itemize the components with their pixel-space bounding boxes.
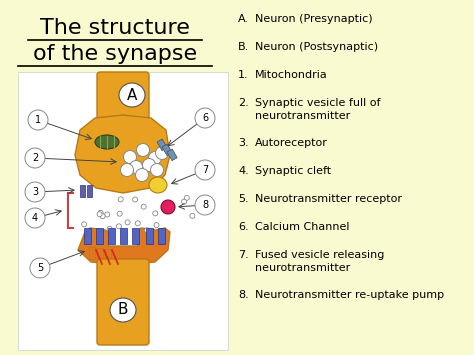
Text: 3: 3 [32,187,38,197]
Ellipse shape [153,211,158,216]
Ellipse shape [120,164,134,176]
Ellipse shape [143,158,155,171]
Text: Neuron (Presynaptic): Neuron (Presynaptic) [255,14,373,24]
Ellipse shape [125,220,130,225]
Ellipse shape [195,195,215,215]
Text: Calcium Channel: Calcium Channel [255,222,349,232]
Text: The structure: The structure [40,18,190,38]
Ellipse shape [155,147,168,159]
Text: B: B [118,302,128,317]
Text: Mitochondria: Mitochondria [255,70,328,80]
Bar [146,228,153,244]
Ellipse shape [145,228,150,233]
Ellipse shape [97,212,102,217]
Text: 3.: 3. [238,138,249,148]
Text: 4: 4 [32,213,38,223]
Bar [105,249,111,257]
Text: 1: 1 [35,115,41,125]
FancyBboxPatch shape [97,72,149,133]
Ellipse shape [118,197,123,202]
Bar [18,72,228,350]
Ellipse shape [105,212,109,217]
Text: Neurotransmitter receptor: Neurotransmitter receptor [255,194,402,204]
Bar [80,185,85,197]
Ellipse shape [133,197,137,202]
Text: B.: B. [238,42,249,52]
Ellipse shape [161,200,175,214]
Ellipse shape [137,143,149,157]
Bar [132,228,139,244]
Text: 2: 2 [32,153,38,163]
Ellipse shape [190,213,195,218]
Ellipse shape [82,222,87,227]
Bar [162,144,172,155]
Text: 8.: 8. [238,290,249,300]
Polygon shape [75,115,170,193]
Ellipse shape [151,164,164,176]
Ellipse shape [136,169,148,181]
Text: 7: 7 [202,165,208,175]
FancyBboxPatch shape [97,259,149,345]
Ellipse shape [95,135,119,149]
Ellipse shape [141,204,146,209]
Text: 4.: 4. [238,166,249,176]
Text: Neuron (Postsynaptic): Neuron (Postsynaptic) [255,42,378,52]
Ellipse shape [110,298,136,322]
Ellipse shape [124,151,137,164]
Ellipse shape [119,83,145,107]
Text: A.: A. [238,14,249,24]
Bar [108,228,115,244]
Ellipse shape [195,160,215,180]
Ellipse shape [184,195,189,200]
Ellipse shape [148,152,162,164]
Ellipse shape [117,224,121,229]
Bar [167,149,177,161]
Text: 1.: 1. [238,70,249,80]
Bar [84,228,91,244]
Text: 2.: 2. [238,98,249,108]
Bar [97,248,103,258]
Ellipse shape [100,214,105,219]
Ellipse shape [30,258,50,278]
Text: 7.: 7. [238,250,249,260]
Bar [158,228,165,244]
Text: 6.: 6. [238,222,249,232]
Ellipse shape [25,208,45,228]
Ellipse shape [165,206,170,211]
Ellipse shape [25,148,45,168]
Bar [120,228,127,244]
Text: A: A [127,87,137,103]
Ellipse shape [154,223,159,228]
Ellipse shape [135,221,140,226]
Bar [157,139,167,151]
Ellipse shape [117,211,122,216]
Ellipse shape [149,177,167,193]
Text: Fused vesicle releasing
neurotransmitter: Fused vesicle releasing neurotransmitter [255,250,384,273]
Ellipse shape [182,199,187,204]
Polygon shape [78,228,170,265]
Text: of the synapse: of the synapse [33,44,197,64]
Bar [87,185,92,197]
Text: 5.: 5. [238,194,249,204]
Text: Autoreceptor: Autoreceptor [255,138,328,148]
Ellipse shape [107,226,112,231]
Ellipse shape [195,108,215,128]
Text: Synaptic vesicle full of
neurotransmitter: Synaptic vesicle full of neurotransmitte… [255,98,381,121]
Ellipse shape [98,210,103,215]
Bar [89,247,95,259]
Text: 8: 8 [202,200,208,210]
Text: 6: 6 [202,113,208,123]
Text: 5: 5 [37,263,43,273]
Text: Neurotransmitter re-uptake pump: Neurotransmitter re-uptake pump [255,290,444,300]
Ellipse shape [28,110,48,130]
Ellipse shape [129,160,143,174]
Ellipse shape [25,182,45,202]
Text: Synaptic cleft: Synaptic cleft [255,166,331,176]
Bar [96,228,103,244]
